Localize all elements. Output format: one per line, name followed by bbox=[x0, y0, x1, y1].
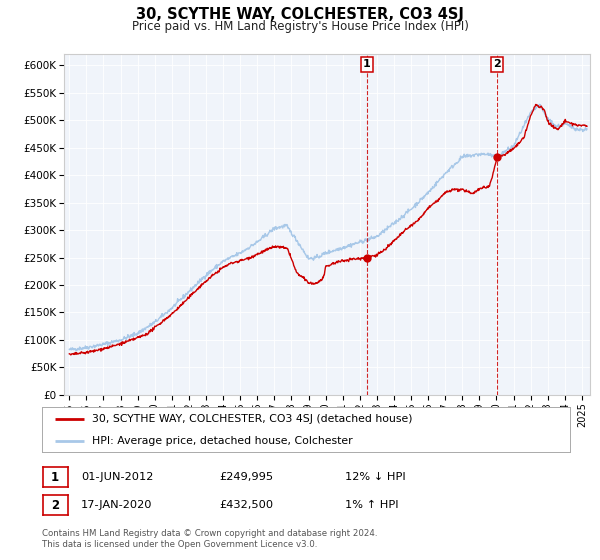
Text: HPI: Average price, detached house, Colchester: HPI: Average price, detached house, Colc… bbox=[92, 436, 353, 446]
Text: 1: 1 bbox=[51, 470, 59, 484]
Text: 1% ↑ HPI: 1% ↑ HPI bbox=[345, 500, 398, 510]
Text: Price paid vs. HM Land Registry's House Price Index (HPI): Price paid vs. HM Land Registry's House … bbox=[131, 20, 469, 33]
Text: 30, SCYTHE WAY, COLCHESTER, CO3 4SJ (detached house): 30, SCYTHE WAY, COLCHESTER, CO3 4SJ (det… bbox=[92, 414, 413, 424]
Text: £249,995: £249,995 bbox=[219, 472, 273, 482]
Text: £432,500: £432,500 bbox=[219, 500, 273, 510]
Text: 30, SCYTHE WAY, COLCHESTER, CO3 4SJ: 30, SCYTHE WAY, COLCHESTER, CO3 4SJ bbox=[136, 7, 464, 22]
Text: 1: 1 bbox=[363, 59, 371, 69]
Text: 12% ↓ HPI: 12% ↓ HPI bbox=[345, 472, 406, 482]
Text: 01-JUN-2012: 01-JUN-2012 bbox=[81, 472, 154, 482]
Text: 17-JAN-2020: 17-JAN-2020 bbox=[81, 500, 152, 510]
Text: 2: 2 bbox=[493, 59, 501, 69]
Text: 2: 2 bbox=[51, 498, 59, 512]
Text: Contains HM Land Registry data © Crown copyright and database right 2024.
This d: Contains HM Land Registry data © Crown c… bbox=[42, 529, 377, 549]
